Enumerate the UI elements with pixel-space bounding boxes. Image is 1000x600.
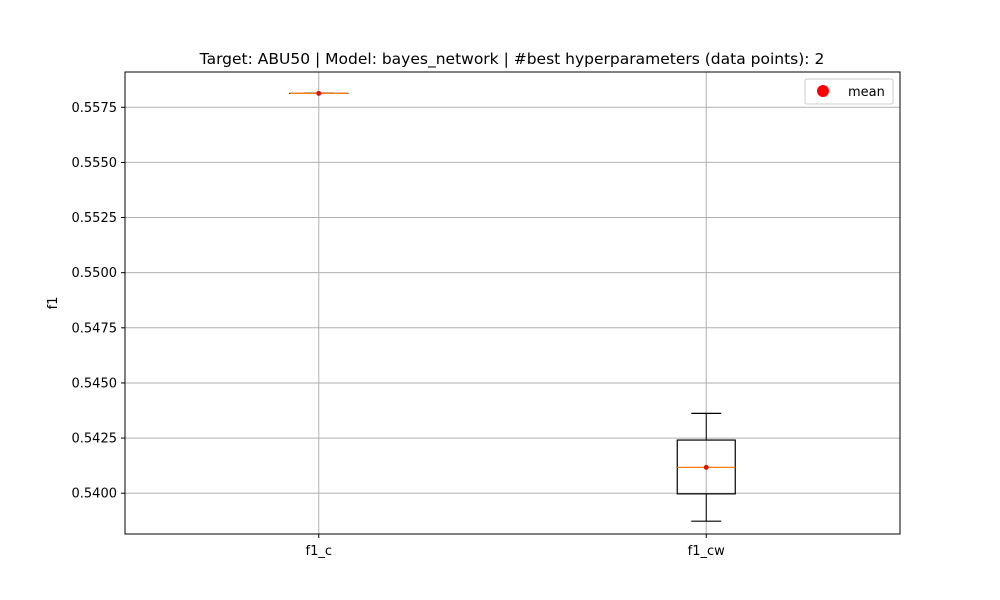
legend-mean-marker [817, 85, 829, 97]
y-tick-label: 0.5400 [72, 487, 118, 502]
x-tick-label: f1_c [306, 544, 333, 559]
box-f1_c [289, 90, 349, 96]
y-tick-label: 0.5450 [72, 376, 118, 391]
chart-title: Target: ABU50 | Model: bayes_network | #… [199, 50, 825, 69]
mean-marker [316, 90, 322, 96]
plot-area-frame [124, 71, 901, 535]
box-f1_cw [676, 412, 736, 522]
boxes [289, 90, 736, 522]
legend: mean [804, 78, 894, 105]
y-tick-label: 0.5425 [72, 432, 118, 447]
grid-lines [125, 72, 900, 534]
mean-marker [703, 464, 709, 470]
x-tick-label: f1_cw [688, 544, 725, 559]
y-tick-label: 0.5475 [72, 321, 118, 336]
legend-frame [804, 78, 894, 105]
y-tick-label: 0.5525 [72, 211, 118, 226]
y-tick-label: 0.5575 [72, 101, 118, 116]
legend-mean-label: mean [848, 85, 885, 100]
axis-ticks: 0.5400 0.5425 0.5450 0.5475 0.5500 0.5525 0.55… [72, 101, 726, 559]
y-axis-label: f1 [46, 297, 61, 310]
y-tick-label: 0.5500 [72, 266, 118, 281]
y-tick-label: 0.5550 [72, 156, 118, 171]
